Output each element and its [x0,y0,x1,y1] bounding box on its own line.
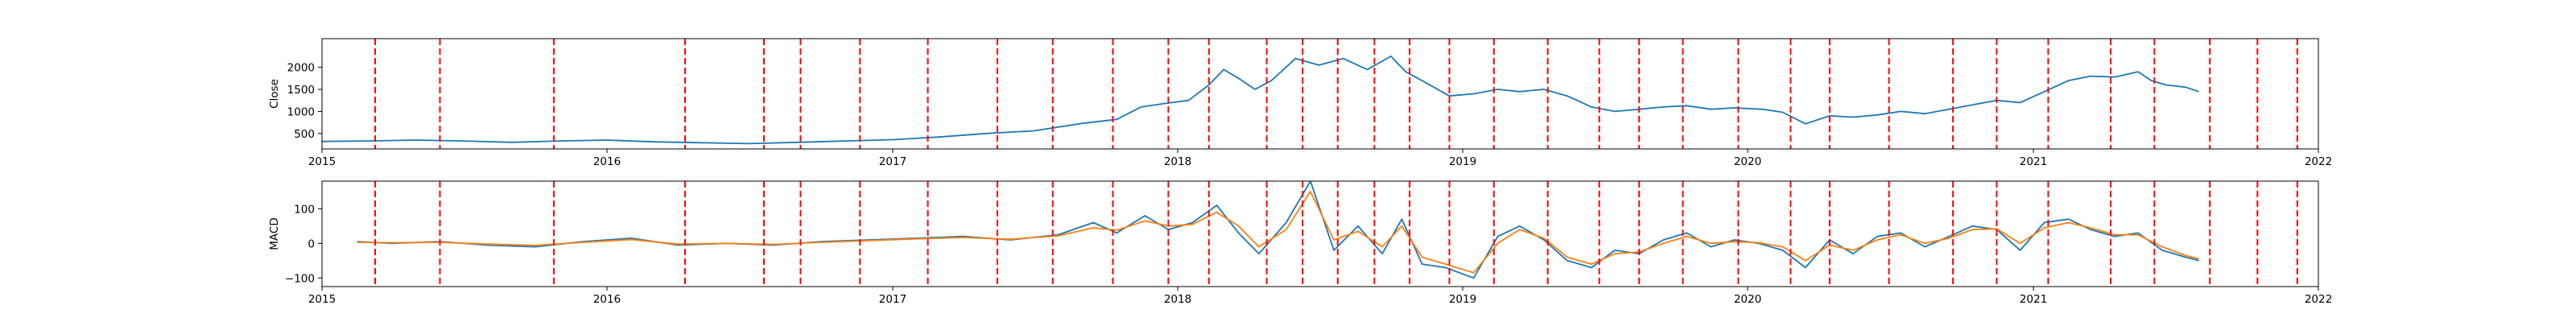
y-tick-label: 2000 [287,62,315,75]
x-tick-label: 2017 [879,293,906,306]
x-tick-label: 2021 [2020,155,2047,168]
y-tick-label: 100 [294,203,315,216]
y-axis-label: Close [268,79,281,109]
x-tick-label: 2020 [1734,155,1761,168]
x-tick-label: 2022 [2305,155,2332,168]
x-tick-label: 2022 [2305,293,2332,306]
x-tick-label: 2018 [1164,293,1191,306]
x-tick-label: 2017 [879,155,906,168]
x-tick-label: 2019 [1449,293,1476,306]
y-tick-label: −100 [285,272,315,285]
x-tick-label: 2015 [308,293,336,306]
y-tick-label: 500 [294,128,315,141]
series-line-2 [357,191,2199,274]
x-tick-label: 2016 [593,155,621,168]
plot-area [322,39,2298,149]
x-tick-label: 2018 [1164,155,1191,168]
y-axis-label: MACD [268,217,281,250]
x-tick-label: 2015 [308,155,336,168]
y-tick-label: 1500 [287,84,315,97]
x-tick-label: 2021 [2020,293,2047,306]
x-tick-label: 2016 [593,293,621,306]
y-tick-label: 1000 [287,105,315,118]
axes-frame [321,180,2319,287]
macd-panel: 2015 2016 2017 2018 2019 2020 2021 2022 −100 0 100… [268,180,2332,306]
series-line-1 [322,56,2199,145]
plot-area [357,181,2298,287]
axes-frame [321,38,2319,150]
x-tick-label: 2020 [1734,293,1761,306]
x-tick-label: 2019 [1449,155,1476,168]
close-price-panel: 2015 2016 2017 2018 2019 2020 2021 2022 500 1000 1… [268,38,2332,168]
y-tick-label: 0 [308,237,315,250]
